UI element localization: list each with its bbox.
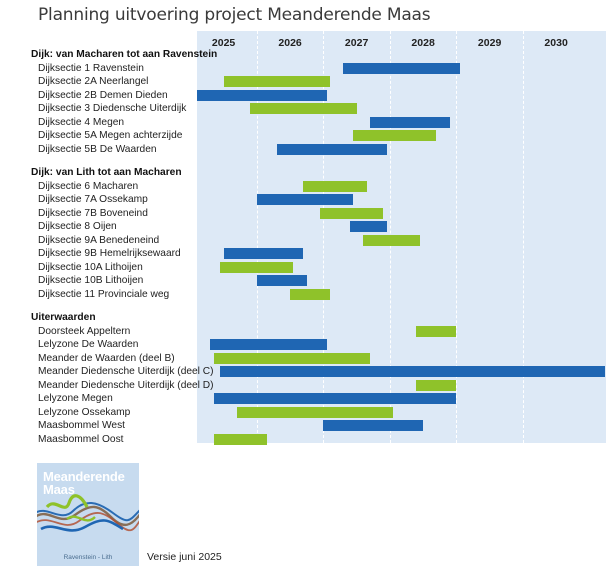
task-bar bbox=[220, 366, 605, 377]
task-bar bbox=[213, 433, 267, 445]
task-label: Dijksectie 7A Ossekamp bbox=[38, 194, 148, 205]
task-bar bbox=[197, 89, 327, 101]
task-label: Lelyzone Megen bbox=[38, 393, 113, 404]
task-bar bbox=[323, 420, 424, 431]
task-bar bbox=[353, 130, 437, 141]
year-tick-label: 2028 bbox=[411, 37, 435, 49]
year-tick-label: 2026 bbox=[278, 37, 302, 49]
task-label: Dijksectie 11 Provinciale weg bbox=[38, 288, 170, 300]
task-bar bbox=[236, 406, 394, 418]
page-title: Planning uitvoering project Meanderende … bbox=[38, 5, 431, 25]
logo-subtitle: Ravenstein - Lith bbox=[63, 554, 113, 561]
task-label: Dijksectie 5B De Waarden bbox=[38, 143, 157, 155]
year-tick-label: 2030 bbox=[544, 37, 568, 49]
task-label: Dijksectie 4 Megen bbox=[38, 116, 125, 128]
task-label: Maasbommel West bbox=[38, 420, 125, 431]
task-label: Dijksectie 9A Benedeneind bbox=[38, 234, 160, 246]
year-gridline bbox=[256, 31, 258, 443]
task-label: Dijksectie 2B Demen Dieden bbox=[38, 89, 168, 101]
task-label: Dijksectie 6 Macharen bbox=[38, 180, 139, 192]
task-bar bbox=[220, 261, 294, 273]
task-label: Dijksectie 3 Diedensche Uiterdijk bbox=[38, 103, 187, 114]
task-label: Dijksectie 10A Lithoijen bbox=[38, 261, 143, 273]
task-bar bbox=[256, 275, 307, 286]
task-bar bbox=[416, 325, 457, 337]
year-tick-label: 2029 bbox=[477, 37, 502, 49]
task-label: Dijksectie 1 Ravenstein bbox=[38, 62, 144, 74]
task-bar bbox=[369, 116, 450, 128]
group-label: Dijk: van Macharen tot aan Ravenstein bbox=[31, 49, 218, 60]
task-label: Dijksectie 9B Hemelrijksewaard bbox=[38, 248, 181, 259]
project-logo: Meanderende Maas Ravenstein - Lith bbox=[37, 463, 139, 566]
task-label: Meander Diedensche Uiterdijk (deel D) bbox=[38, 379, 214, 391]
task-bar bbox=[250, 103, 357, 114]
task-label: Dijksectie 7B Boveneind bbox=[38, 207, 148, 219]
task-bar bbox=[223, 248, 304, 259]
task-bar bbox=[276, 143, 387, 155]
task-label: Lelyzone De Waarden bbox=[38, 339, 139, 350]
task-bar bbox=[349, 221, 387, 232]
task-label: Meander de Waarden (deel B) bbox=[38, 352, 175, 364]
year-gridline bbox=[323, 31, 325, 443]
group-label: Uiterwaarden bbox=[31, 312, 96, 323]
task-label: Meander Diedensche Uiterdijk (deel C) bbox=[38, 366, 214, 377]
task-label: Doorsteek Appeltern bbox=[38, 325, 131, 337]
task-bar bbox=[343, 62, 460, 74]
logo-name-line1: Meanderende bbox=[43, 469, 125, 484]
task-label: Lelyzone Ossekamp bbox=[38, 406, 131, 418]
task-bar bbox=[290, 288, 330, 300]
group-label: Dijk: van Lith tot aan Macharen bbox=[31, 167, 182, 178]
task-bar bbox=[363, 234, 420, 246]
task-label: Dijksectie 2A Neerlangel bbox=[38, 76, 149, 87]
version-text: Versie juni 2025 bbox=[147, 551, 222, 563]
river-waves-icon bbox=[37, 494, 139, 532]
task-bar bbox=[213, 393, 457, 404]
task-label: Dijksectie 5A Megen achterzijde bbox=[38, 130, 183, 141]
year-tick-label: 2025 bbox=[211, 37, 236, 49]
task-bar bbox=[303, 180, 367, 192]
task-label: Dijksectie 8 Oijen bbox=[38, 221, 117, 232]
task-label: Maasbommel Oost bbox=[38, 433, 124, 445]
year-gridline bbox=[456, 31, 458, 443]
year-tick-label: 2027 bbox=[344, 37, 369, 49]
task-label: Dijksectie 10B Lithoijen bbox=[38, 275, 144, 286]
task-bar bbox=[213, 352, 370, 364]
task-bar bbox=[256, 194, 354, 205]
task-bar bbox=[320, 207, 384, 219]
task-bar bbox=[416, 379, 457, 391]
logo-name-line2: Maas bbox=[43, 482, 75, 497]
year-gridline bbox=[522, 31, 524, 443]
task-bar bbox=[223, 76, 330, 87]
task-bar bbox=[210, 339, 327, 350]
